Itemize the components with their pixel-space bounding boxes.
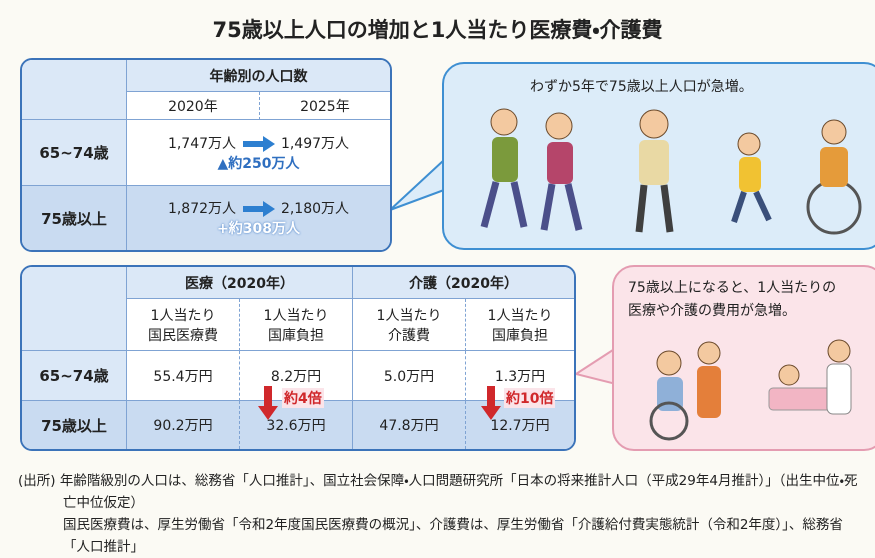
illustration — [464, 102, 875, 242]
ratio-arrow — [481, 386, 501, 420]
row-label: 75歳以上 — [22, 401, 127, 449]
ratio-label: 約10倍 — [504, 388, 555, 408]
source-text: 年齢階級別の人口は、総務省「人口推計」、国立社会保障・人口問題研究所「日本の将来… — [60, 473, 858, 511]
corner — [22, 267, 127, 351]
illustration — [629, 333, 869, 443]
population-change: 1,747万人 1,497万人 — [127, 133, 390, 153]
arrow — [241, 201, 277, 217]
callout-line: 75歳以上になると、1人当たりの — [628, 277, 836, 300]
column-line: 国庫負担 — [466, 325, 574, 345]
row-label: 65~74歳 — [22, 120, 127, 186]
source: (出所) 年齢階級別の人口は、総務省「人口推計」、国立社会保障・人口問題研究所「… — [18, 470, 868, 558]
corner — [22, 60, 127, 120]
ratio-arrow — [258, 386, 278, 420]
column-line: 1人当たり — [353, 305, 465, 325]
callout-population: わずか5年で75歳以上人口が急増。 — [442, 62, 875, 250]
row-label: 75歳以上 — [22, 186, 127, 250]
column-header: 1人当たり介護費 — [353, 299, 466, 351]
column-header: 1人当たり国庫負担 — [466, 299, 574, 351]
callout-text: 75歳以上になると、1人当たりの 医療や介護の費用が急増。 — [628, 277, 836, 323]
column-line: 1人当たり — [127, 305, 239, 325]
source-line: (出所) 年齢階級別の人口は、総務省「人口推計」、国立社会保障・人口問題研究所「… — [18, 470, 868, 514]
population-cell: 1,872万人 2,180万人 +約308万人 — [127, 186, 390, 250]
cost-value: 55.4万円 — [127, 351, 240, 401]
row-label: 65~74歳 — [22, 351, 127, 401]
column-line: 1人当たり — [240, 305, 352, 325]
population-table: 年齢別の人口数 2020年 2025年 65~74歳 1,747万人 1,497… — [20, 58, 392, 252]
change-label: +約308万人 — [127, 218, 390, 238]
population-2025: 2,180万人 — [281, 201, 349, 217]
source-line: 国民医療費は、厚生労働省「令和2年度国民医療費の概況」、介護費は、厚生労働省「介… — [18, 514, 868, 558]
cost-value: 32.6万円 — [240, 401, 353, 449]
cost-value: 90.2万円 — [127, 401, 240, 449]
year-header: 2025年 — [260, 92, 390, 120]
column-line: 国民医療費 — [127, 325, 239, 345]
population-2020: 1,747万人 — [168, 136, 236, 152]
column-line: 介護費 — [353, 325, 465, 345]
change-label: ▲約250万人 — [127, 153, 390, 173]
group-header: 医療（2020年） — [127, 267, 353, 299]
ratio-label: 約4倍 — [282, 388, 324, 408]
title: 75歳以上人口の増加と1人当たり医療費・介護費 — [0, 14, 875, 44]
population-2020: 1,872万人 — [168, 201, 236, 217]
population-change: 1,872万人 2,180万人 — [127, 198, 390, 218]
callout-cost: 75歳以上になると、1人当たりの 医療や介護の費用が急増。 — [612, 265, 875, 451]
column-header: 1人当たり国民医療費 — [127, 299, 240, 351]
population-2025: 1,497万人 — [281, 136, 349, 152]
page: 75歳以上人口の増加と1人当たり医療費・介護費 わずか5年で75歳以上人口が急増… — [0, 0, 875, 557]
column-line: 1人当たり — [466, 305, 574, 325]
callout-line: 医療や介護の費用が急増。 — [628, 300, 836, 323]
group-header: 介護（2020年） — [353, 267, 574, 299]
callout-text: わずか5年で75歳以上人口が急増。 — [530, 76, 753, 99]
column-header: 1人当たり国庫負担 — [240, 299, 353, 351]
cost-table: 医療（2020年） 介護（2020年） 1人当たり国民医療費 1人当たり国庫負担… — [20, 265, 576, 451]
population-cell: 1,747万人 1,497万人 ▲約250万人 — [127, 120, 390, 186]
year-header: 2020年 — [127, 92, 260, 120]
arrow — [241, 136, 277, 152]
source-label: (出所) — [18, 473, 56, 489]
table-header: 年齢別の人口数 — [127, 60, 390, 92]
column-line: 国庫負担 — [240, 325, 352, 345]
cost-value: 47.8万円 — [353, 401, 466, 449]
cost-value: 5.0万円 — [353, 351, 466, 401]
